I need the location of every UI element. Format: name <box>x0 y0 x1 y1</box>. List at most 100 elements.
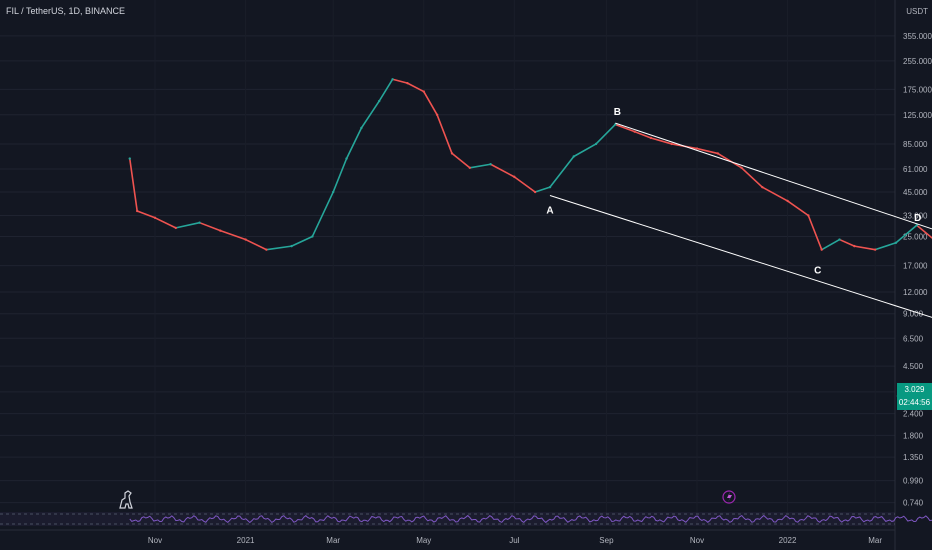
price-segment <box>513 176 536 193</box>
price-segment <box>595 123 617 145</box>
y-tick-label: 61.000 <box>903 165 928 174</box>
wave-label-d: D <box>914 213 921 224</box>
price-segment <box>136 210 156 219</box>
price-point <box>435 113 439 116</box>
y-tick-label: 0.990 <box>903 477 924 486</box>
y-tick-label: 355.000 <box>903 32 932 41</box>
y-tick-label: 1.800 <box>903 431 924 440</box>
price-segment <box>406 82 425 93</box>
price-point <box>311 235 314 238</box>
price-segment <box>451 152 471 169</box>
bar-countdown: 02:44:56 <box>898 398 931 407</box>
last-price: 3.029 <box>904 385 925 394</box>
x-tick-label: Nov <box>690 536 704 545</box>
last-price-tag: 3.029 02:44:56 <box>897 383 932 410</box>
price-segment <box>311 191 334 238</box>
price-segment <box>265 245 293 251</box>
price-segment <box>786 200 810 217</box>
price-point <box>128 157 131 160</box>
currency-label: USDT <box>906 7 928 16</box>
price-segment <box>378 78 394 102</box>
price-segment <box>360 100 381 129</box>
y-tick-label: 9.000 <box>903 310 924 319</box>
y-tick-label: 0.740 <box>903 499 924 508</box>
price-point <box>422 90 425 93</box>
price-segment <box>740 167 764 188</box>
price-segment <box>572 143 597 158</box>
price-segment <box>807 214 823 251</box>
y-tick-label: 255.000 <box>903 57 932 66</box>
x-tick-label: Nov <box>148 536 162 545</box>
price-point <box>345 157 348 160</box>
y-tick-label: 6.500 <box>903 334 924 343</box>
price-point <box>290 244 293 248</box>
price-segment <box>633 130 652 139</box>
price-point <box>198 221 201 224</box>
price-point <box>244 238 247 241</box>
price-point <box>820 248 823 251</box>
price-segment <box>154 217 177 229</box>
price-point <box>761 185 764 189</box>
price-segment <box>696 147 719 155</box>
price-segment <box>422 90 438 116</box>
price-segment <box>761 186 789 202</box>
price-point <box>489 163 492 166</box>
price-point <box>853 244 856 248</box>
dinosaur-icon <box>119 490 133 509</box>
lightning-icon-bolt <box>727 492 732 502</box>
x-tick-label: Mar <box>326 536 340 545</box>
price-segment <box>874 241 897 251</box>
price-point <box>174 226 177 230</box>
price-segment <box>915 224 932 239</box>
price-point <box>391 78 394 81</box>
y-tick-label: 4.500 <box>903 362 924 371</box>
price-point <box>915 224 918 227</box>
wave-label-a: A <box>546 205 553 216</box>
wave-label-c: C <box>814 265 821 276</box>
x-tick-label: Mar <box>868 536 882 545</box>
price-point <box>378 99 381 103</box>
dinosaur-icon-shape <box>119 490 133 509</box>
trend-channel-line <box>615 122 932 230</box>
price-segment <box>838 238 856 247</box>
price-point <box>265 248 268 251</box>
price-segment <box>650 137 673 145</box>
price-point <box>807 214 810 217</box>
price-point <box>614 123 617 126</box>
price-point <box>695 147 699 150</box>
price-point <box>716 152 719 155</box>
y-tick-label: 12.000 <box>903 288 928 297</box>
price-segment <box>244 238 268 251</box>
price-segment <box>332 157 348 193</box>
price-segment <box>198 221 222 232</box>
price-point <box>360 126 363 130</box>
price-segment <box>219 229 247 241</box>
price-point <box>513 175 516 179</box>
x-tick-label: 2021 <box>237 536 255 545</box>
price-point <box>838 238 841 241</box>
price-segment <box>290 235 314 247</box>
y-tick-label: 2.400 <box>903 410 924 419</box>
y-tick-label: 175.000 <box>903 85 932 94</box>
price-point <box>533 190 537 194</box>
y-tick-label: 33.000 <box>903 211 928 220</box>
price-segment <box>489 163 516 178</box>
y-tick-label: 45.000 <box>903 188 928 197</box>
wave-label-b: B <box>614 107 621 118</box>
price-segment <box>391 78 409 84</box>
y-tick-label: 125.000 <box>903 111 932 120</box>
x-tick-label: Jul <box>509 536 519 545</box>
lightning-icon[interactable] <box>722 490 736 504</box>
price-point <box>406 81 409 85</box>
price-segment <box>895 224 918 244</box>
rsi-line <box>129 514 932 524</box>
price-segment <box>853 245 876 251</box>
price-segment <box>345 127 363 160</box>
price-segment <box>534 186 551 193</box>
price-point <box>331 190 335 194</box>
price-point <box>572 155 575 158</box>
trend-channel-line <box>549 194 932 318</box>
price-point <box>670 142 673 146</box>
price-point <box>468 166 471 170</box>
